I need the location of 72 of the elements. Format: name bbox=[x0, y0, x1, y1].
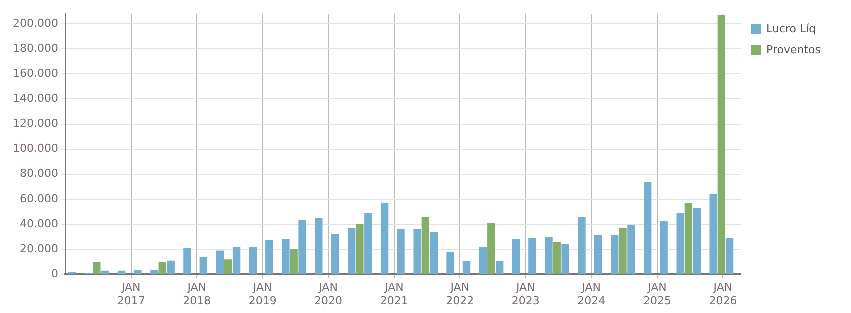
bar bbox=[200, 257, 208, 274]
bar bbox=[479, 247, 488, 274]
legend-label: Proventos bbox=[766, 43, 822, 56]
bar bbox=[184, 248, 192, 274]
y-tick-label: 180.000 bbox=[12, 42, 58, 55]
bar bbox=[553, 242, 561, 274]
bar bbox=[364, 213, 372, 274]
bar bbox=[628, 225, 636, 274]
y-tick-label: 40.000 bbox=[20, 217, 58, 230]
y-tick-label: 20.000 bbox=[20, 242, 58, 256]
bar bbox=[414, 229, 422, 274]
bar bbox=[710, 194, 718, 274]
x-tick-label: JAN 2026 bbox=[709, 281, 738, 308]
bar bbox=[676, 213, 684, 274]
bar bbox=[422, 217, 430, 274]
y-tick-label: 160.000 bbox=[12, 67, 58, 80]
x-tick-label: JAN 2024 bbox=[578, 281, 606, 308]
y-tick-label: 100.000 bbox=[12, 142, 58, 156]
bar bbox=[644, 182, 652, 274]
bar bbox=[249, 247, 258, 274]
bar bbox=[282, 239, 290, 274]
bar bbox=[118, 270, 126, 274]
x-tick-label: JAN 2018 bbox=[183, 281, 212, 308]
bar bbox=[134, 270, 142, 274]
bar bbox=[726, 238, 734, 274]
bar bbox=[224, 260, 232, 274]
y-tick-label: 0 bbox=[51, 267, 58, 280]
bar bbox=[158, 262, 166, 274]
y-tick-label: 60.000 bbox=[20, 192, 58, 206]
y-tick-label: 200.000 bbox=[12, 16, 58, 30]
bar bbox=[356, 224, 364, 274]
bar bbox=[512, 239, 520, 274]
bar bbox=[488, 223, 496, 274]
bar bbox=[528, 238, 536, 274]
x-tick-label: JAN 2025 bbox=[643, 281, 672, 308]
bar bbox=[348, 228, 356, 274]
bar bbox=[693, 208, 702, 274]
bar bbox=[594, 235, 602, 274]
y-tick-label: 140.000 bbox=[12, 92, 58, 106]
bar bbox=[93, 262, 101, 274]
bar bbox=[611, 235, 619, 274]
bar bbox=[290, 250, 298, 274]
bar bbox=[102, 270, 110, 274]
y-tick-label: 120.000 bbox=[12, 117, 58, 130]
x-tick-label: JAN 2020 bbox=[314, 281, 343, 308]
bar bbox=[232, 247, 241, 274]
bar bbox=[298, 220, 306, 274]
legend-label: Lucro Líq bbox=[766, 22, 816, 36]
bar bbox=[496, 260, 504, 274]
bar bbox=[619, 228, 627, 274]
x-tick-label: JAN 2017 bbox=[117, 281, 146, 308]
x-tick-label: JAN 2019 bbox=[248, 281, 277, 308]
bar bbox=[660, 221, 668, 274]
bar bbox=[380, 203, 389, 274]
bar bbox=[266, 240, 274, 274]
bar bbox=[331, 234, 340, 274]
bar bbox=[150, 270, 158, 274]
bar bbox=[397, 229, 405, 274]
bar bbox=[462, 260, 471, 274]
bar bbox=[578, 217, 586, 274]
x-tick-label: JAN 2021 bbox=[380, 281, 408, 308]
y-tick-label: 80.000 bbox=[20, 167, 58, 180]
bar bbox=[315, 218, 323, 274]
bar bbox=[562, 244, 570, 274]
bar bbox=[216, 250, 224, 274]
bar bbox=[167, 260, 175, 274]
bar bbox=[446, 252, 454, 274]
x-tick-label: JAN 2022 bbox=[446, 281, 474, 308]
bar bbox=[684, 203, 693, 274]
bar bbox=[545, 237, 553, 274]
bar bbox=[430, 232, 438, 274]
x-tick-label: JAN 2023 bbox=[512, 281, 540, 308]
